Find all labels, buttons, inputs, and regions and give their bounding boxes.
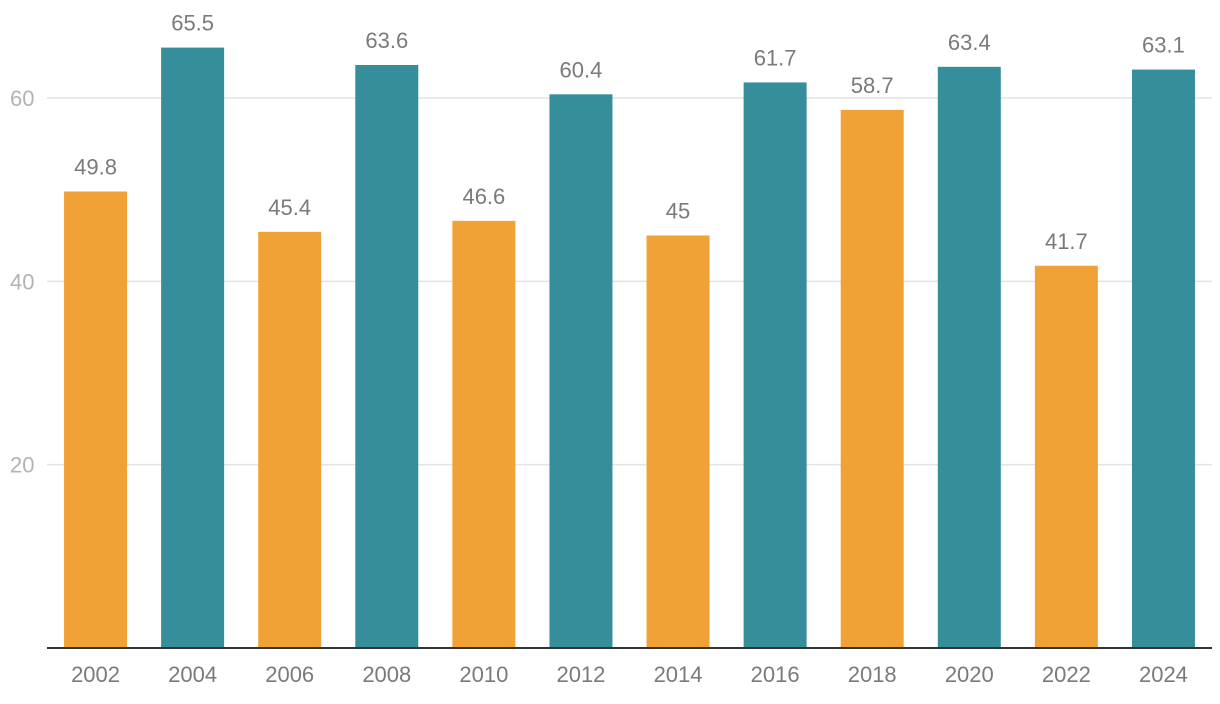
bar-2004 bbox=[161, 47, 225, 649]
bar-2016 bbox=[743, 82, 807, 648]
x-tick-label: 2020 bbox=[945, 662, 994, 687]
x-tick-label: 2012 bbox=[556, 662, 605, 687]
y-tick-label: 40 bbox=[10, 269, 34, 294]
data-label: 65.5 bbox=[171, 11, 214, 36]
data-label: 45.4 bbox=[268, 195, 311, 220]
x-tick-label: 2002 bbox=[71, 662, 120, 687]
bar-2002 bbox=[64, 191, 128, 648]
x-axis-ticks: 2002 2004 2006 2008 2010 2012 2014 2016 2018 2020… bbox=[71, 662, 1188, 687]
data-label: 63.4 bbox=[948, 30, 991, 55]
bar-2010 bbox=[452, 220, 516, 649]
data-label: 58.7 bbox=[851, 73, 894, 98]
data-label: 45 bbox=[666, 199, 690, 224]
bar-2024 bbox=[1131, 69, 1195, 649]
data-label: 46.6 bbox=[462, 184, 505, 209]
x-tick-label: 2014 bbox=[654, 662, 703, 687]
bar-2012 bbox=[549, 94, 613, 649]
x-tick-label: 2024 bbox=[1139, 662, 1188, 687]
data-label: 60.4 bbox=[560, 57, 603, 82]
x-tick-label: 2010 bbox=[459, 662, 508, 687]
bar-2022 bbox=[1034, 265, 1098, 648]
bar-2018 bbox=[840, 109, 904, 648]
data-label: 63.6 bbox=[365, 28, 408, 53]
bar-2006 bbox=[258, 231, 322, 649]
bar-2008 bbox=[355, 65, 419, 648]
x-tick-label: 2018 bbox=[848, 662, 897, 687]
x-tick-label: 2016 bbox=[751, 662, 800, 687]
data-label: 63.1 bbox=[1142, 33, 1185, 58]
y-axis-ticks: 20 40 60 bbox=[10, 86, 34, 478]
data-label: 61.7 bbox=[754, 45, 797, 70]
bar-2014 bbox=[646, 235, 710, 648]
data-label: 41.7 bbox=[1045, 229, 1088, 254]
bar-2020 bbox=[937, 66, 1001, 649]
y-tick-label: 60 bbox=[10, 86, 34, 111]
x-tick-label: 2004 bbox=[168, 662, 217, 687]
data-label: 49.8 bbox=[74, 155, 117, 180]
gridlines bbox=[47, 97, 1212, 466]
x-tick-label: 2008 bbox=[362, 662, 411, 687]
y-tick-label: 20 bbox=[10, 453, 34, 478]
data-labels: 49.8 65.5 45.4 63.6 46.6 60.4 45 61.7 58.7 63.4 41… bbox=[74, 11, 1185, 254]
x-tick-label: 2022 bbox=[1042, 662, 1091, 687]
bars bbox=[64, 47, 1195, 649]
x-tick-label: 2006 bbox=[265, 662, 314, 687]
